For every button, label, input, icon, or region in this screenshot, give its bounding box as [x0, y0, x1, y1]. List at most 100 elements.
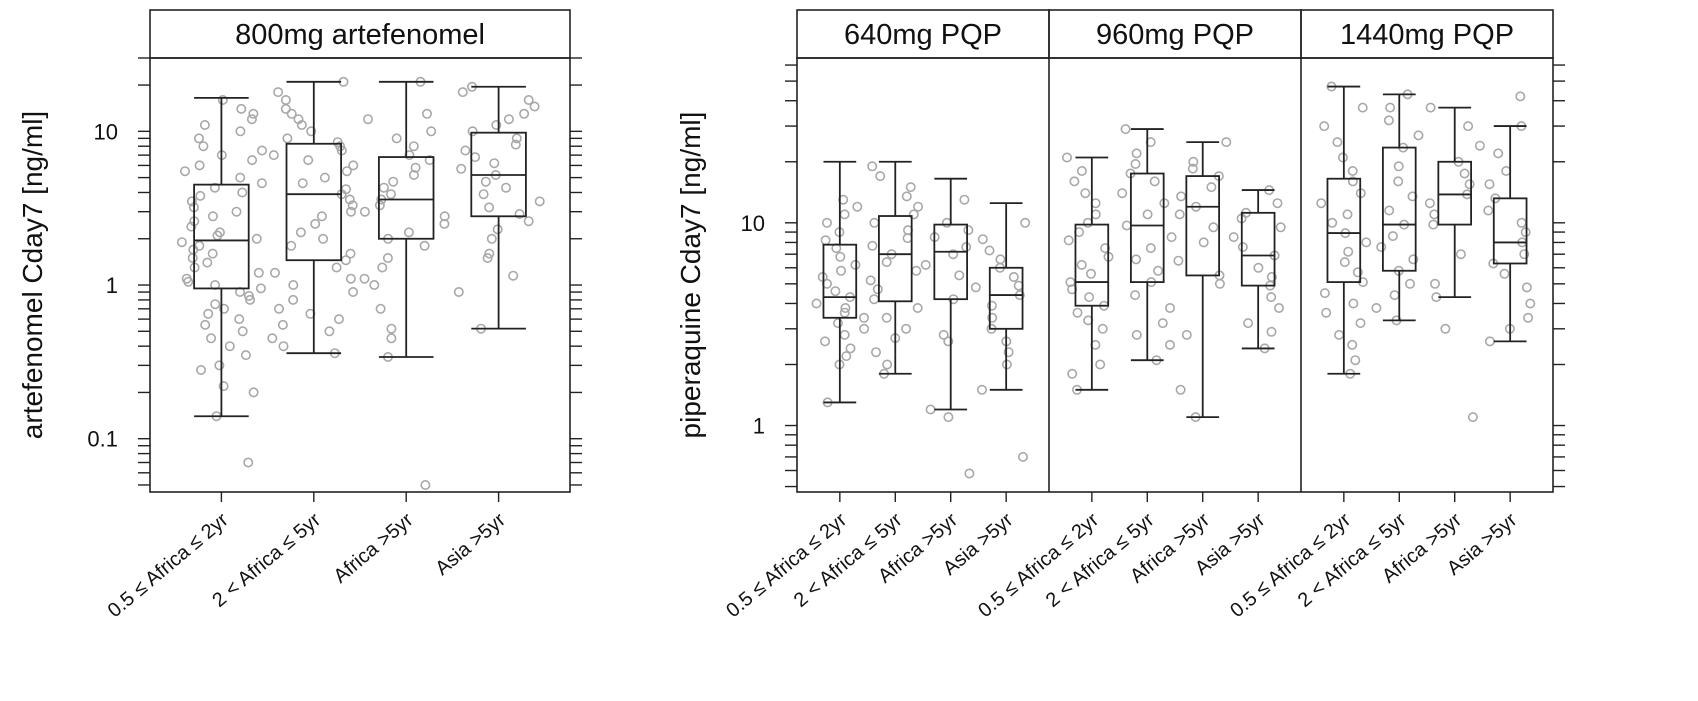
- data-point: [460, 145, 471, 156]
- data-point: [231, 206, 242, 217]
- data-point: [306, 126, 317, 137]
- data-point: [1474, 140, 1485, 151]
- data-point: [508, 270, 519, 281]
- data-point: [382, 253, 393, 264]
- data-point: [331, 262, 342, 273]
- data-point: [1455, 249, 1466, 260]
- data-point: [1214, 278, 1225, 289]
- data-point: [1208, 222, 1219, 233]
- data-point: [333, 314, 344, 325]
- data-point: [1090, 209, 1101, 220]
- data-point: [369, 279, 380, 290]
- data-point: [1175, 384, 1186, 395]
- data-point: [206, 333, 217, 344]
- data-point: [240, 350, 251, 361]
- plot-frame: [149, 57, 571, 493]
- data-point: [1342, 209, 1353, 220]
- data-point: [1321, 307, 1332, 318]
- data-point: [256, 178, 267, 189]
- data-point: [514, 209, 525, 220]
- data-point: [1319, 121, 1330, 132]
- data-point: [324, 326, 335, 337]
- data-point: [840, 302, 851, 313]
- data-point: [489, 158, 500, 169]
- data-point: [1484, 179, 1495, 190]
- data-point: [256, 145, 267, 156]
- data-point: [1337, 152, 1348, 163]
- data-point: [1521, 282, 1532, 293]
- data-point: [218, 381, 229, 392]
- data-point: [1188, 156, 1199, 167]
- data-point: [1316, 198, 1327, 209]
- data-point: [316, 211, 327, 222]
- data-point: [984, 245, 995, 256]
- data-point: [348, 160, 359, 171]
- data-point: [377, 262, 388, 273]
- data-point: [1100, 243, 1111, 254]
- data-point: [1076, 166, 1087, 177]
- data-point: [486, 233, 497, 244]
- data-point: [510, 139, 521, 150]
- data-point: [1253, 262, 1264, 273]
- data-point: [1266, 326, 1277, 337]
- data-point: [963, 225, 974, 236]
- data-point: [214, 227, 225, 238]
- data-point: [251, 233, 262, 244]
- data-point: [207, 211, 218, 222]
- data-point: [408, 170, 419, 181]
- data-point: [404, 150, 415, 161]
- data-point: [359, 206, 370, 217]
- data-point: [1519, 249, 1530, 260]
- data-point: [1272, 198, 1283, 209]
- data-point: [865, 275, 876, 286]
- box-iqr: [1074, 223, 1110, 307]
- data-point: [348, 286, 359, 297]
- data-point: [970, 282, 981, 293]
- data-point: [187, 253, 198, 264]
- data-point: [478, 189, 489, 200]
- data-point: [439, 211, 450, 222]
- data-point: [1095, 359, 1106, 370]
- data-point: [977, 234, 988, 245]
- data-point: [209, 182, 220, 193]
- data-point: [961, 242, 972, 253]
- data-point: [1327, 217, 1338, 228]
- data-point: [467, 126, 478, 137]
- data-point: [1413, 130, 1424, 141]
- data-point: [1348, 298, 1359, 309]
- data-point: [1350, 355, 1361, 366]
- data-point: [1165, 302, 1176, 313]
- data-point: [484, 248, 495, 259]
- data-point: [869, 217, 880, 228]
- data-point: [1228, 232, 1239, 243]
- y-tick-label: 10: [741, 211, 765, 236]
- data-point: [421, 108, 432, 119]
- box-iqr: [1437, 160, 1472, 226]
- data-point: [186, 196, 197, 207]
- data-point: [293, 114, 304, 125]
- box-iqr: [1492, 197, 1528, 265]
- data-point: [1173, 255, 1184, 266]
- data-point: [1013, 280, 1024, 291]
- data-point: [386, 333, 397, 344]
- data-point: [881, 257, 892, 268]
- data-point: [181, 273, 192, 284]
- data-point: [457, 87, 468, 98]
- data-point: [243, 457, 254, 468]
- data-point: [194, 240, 205, 251]
- data-point: [943, 336, 954, 347]
- data-point: [908, 209, 919, 220]
- data-point: [1266, 271, 1277, 282]
- data-point: [820, 235, 831, 246]
- data-point: [1206, 182, 1217, 193]
- data-point: [1274, 302, 1285, 313]
- data-point: [529, 101, 540, 112]
- data-point: [248, 387, 259, 398]
- data-point: [1120, 124, 1131, 135]
- y-tick-label: 1: [106, 273, 118, 298]
- data-point: [253, 267, 264, 278]
- data-point: [1355, 318, 1366, 329]
- data-point: [1393, 161, 1404, 172]
- data-point: [1131, 254, 1142, 265]
- data-point: [378, 182, 389, 193]
